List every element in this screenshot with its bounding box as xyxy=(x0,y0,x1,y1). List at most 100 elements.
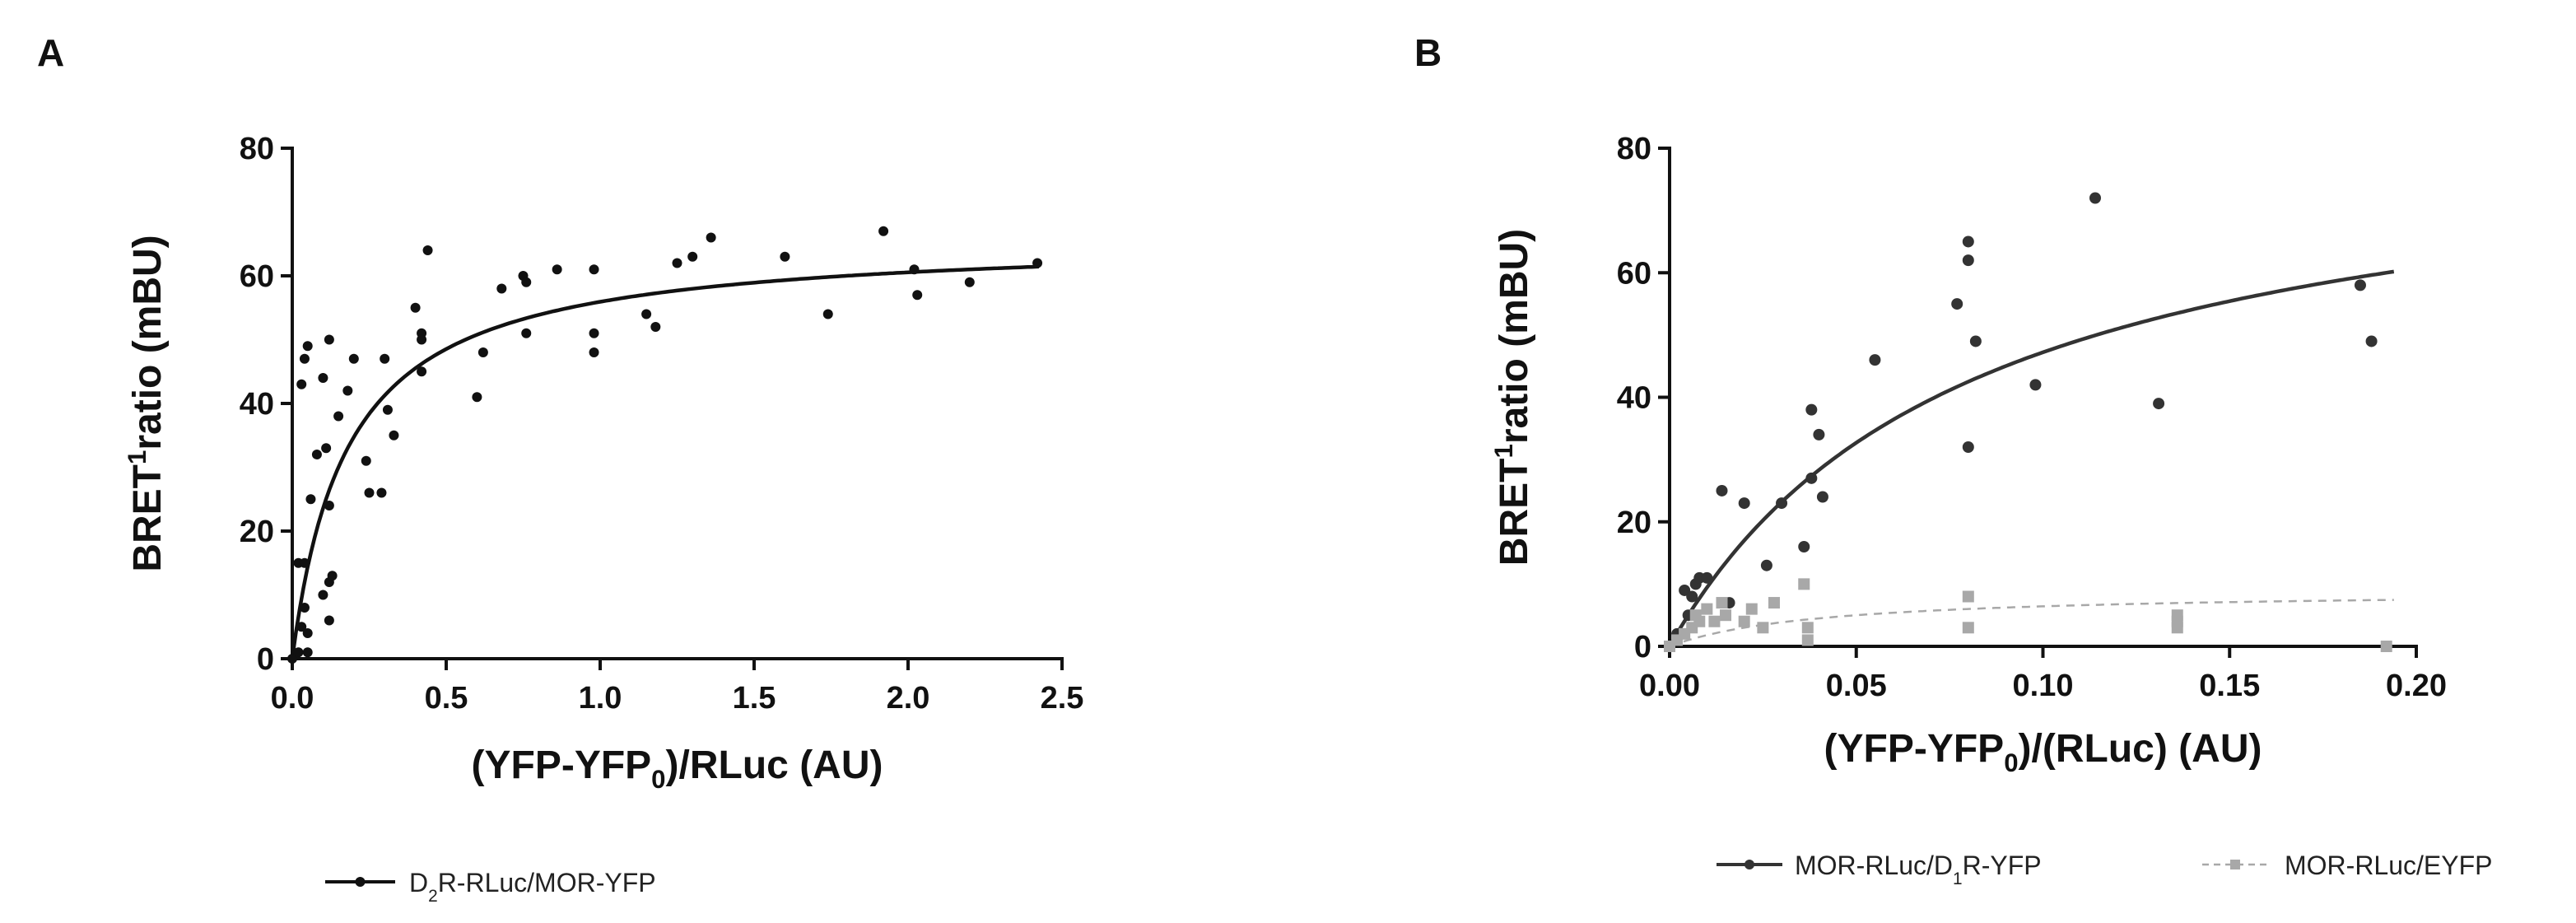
panel-b-x-tick-label: 0.00 xyxy=(1639,669,1700,703)
panel-b-series-2-point xyxy=(1738,615,1750,627)
panel-a-series-1-point xyxy=(342,385,353,396)
panel-a-series-1-point xyxy=(293,647,304,658)
panel-b-y-tick-label: 40 xyxy=(1617,381,1651,416)
panel-a-series-1-point xyxy=(964,277,975,287)
panel-b-series-1-point xyxy=(1816,491,1828,503)
panel-b-series-2-point xyxy=(1962,590,1974,603)
panel-b-series-2-point xyxy=(1708,615,1721,627)
panel-b-series-2-point xyxy=(1768,597,1780,609)
panel-b-series-1-point xyxy=(1969,335,1982,347)
panel-a-series-1-point xyxy=(410,302,421,313)
panel-b-series-1-legend-label: MOR-RLuc/D1R-YFP xyxy=(1795,851,2042,888)
panel-a-series-1-point xyxy=(299,353,310,364)
panel-b-y-axis-title-part-1: BRET xyxy=(1493,459,1536,566)
panel-a-series-1-point xyxy=(909,264,920,275)
panel-a-series-1-point xyxy=(296,622,307,632)
panel-b-series-1-point xyxy=(1951,298,1963,310)
panel-a-series-1-point xyxy=(296,379,307,389)
panel-b-y-axis-title-part-3: ratio (mBU) xyxy=(1493,229,1536,444)
panel-b-series-1-point xyxy=(1962,441,1974,453)
panel-a-series-1-fit-line xyxy=(290,264,1039,660)
panel-a-series-1-point xyxy=(417,334,427,345)
panel-b-x-tick-label: 0.05 xyxy=(1826,669,1887,703)
panel-a-y-tick-label: 0 xyxy=(257,642,274,677)
panel-a-series-1-point xyxy=(324,615,334,626)
panel-b-series-1-point xyxy=(1686,590,1698,603)
panel-a-series-1-point xyxy=(376,487,387,498)
panel-b-series-2-fit-line xyxy=(1669,599,2394,648)
panel-a-series-1-point xyxy=(589,347,599,357)
panel-a-series-1-legend-label-part-1: D xyxy=(409,868,428,897)
panel-b-x-axis-title: (YFP-YFP0)/(RLuc) (AU) xyxy=(1824,727,2262,777)
panel-a-y-axis-title-part-3: ratio (mBU) xyxy=(126,235,170,450)
panel-a-y-axis-title-part-1: BRET xyxy=(126,464,170,572)
panel-a-y-axis-title: BRET1ratio (mBU) xyxy=(123,235,170,571)
panel-a-x-tick-label: 1.5 xyxy=(733,681,776,716)
panel-b-series-1-point xyxy=(2089,192,2101,204)
panel-a-series-1-point xyxy=(589,264,599,275)
panel-a-x-tick-label: 2.0 xyxy=(887,681,930,716)
panel-a-series-1-point xyxy=(302,628,313,638)
panel-b-series-1-point xyxy=(1760,559,1772,571)
panel-a-series-1-point xyxy=(822,309,833,319)
panel-a-x-tick-label: 1.0 xyxy=(579,681,622,716)
panel-a-x-tick-label: 0.0 xyxy=(271,681,314,716)
panel-a-series-1-legend-label-part-2: 2 xyxy=(428,887,438,906)
panel-b-series-1-point xyxy=(2354,279,2366,291)
panel-a-series-1-point xyxy=(382,404,393,415)
panel-b-series-2-point xyxy=(1745,603,1758,615)
panel-a-series-1-point xyxy=(302,341,313,352)
panel-a-series-1-point xyxy=(333,411,344,422)
panel-b-series-1-legend-marker xyxy=(1745,860,1754,869)
panel-a-series-1-point xyxy=(672,258,682,268)
panel-b-y-tick-label: 0 xyxy=(1634,630,1651,664)
panel-b-series-2-point xyxy=(2171,622,2183,634)
panel-a-series-1-point xyxy=(299,603,310,613)
panel-b-series-1-point xyxy=(1962,235,1974,248)
panel-a-series-1-point xyxy=(318,373,328,383)
panel-a-x-tick-label: 2.5 xyxy=(1041,681,1084,716)
panel-b-y-tick-label: 60 xyxy=(1617,256,1651,291)
panel-b-y-tick-label: 80 xyxy=(1617,132,1651,166)
panel-a-series-1-point xyxy=(521,328,532,338)
panel-a-series-1-point xyxy=(521,277,532,287)
panel-a-series-1-point xyxy=(552,264,562,275)
panel-b-series-2-legend-label: MOR-RLuc/EYFP xyxy=(2285,851,2492,880)
panel-b-x-tick-label: 0.20 xyxy=(2386,669,2447,703)
panel-b-x-tick-label: 0.10 xyxy=(2013,669,2074,703)
panel-a-series-1-point xyxy=(650,322,661,332)
panel-b-series-1-point xyxy=(1701,571,1713,584)
panel-a-x-tick-label: 0.5 xyxy=(425,681,468,716)
panel-b-y-axis-title-part-2: 1 xyxy=(1489,444,1518,458)
panel-a-y-tick-label: 40 xyxy=(240,387,274,422)
panel-b-series-1-point xyxy=(1798,541,1810,552)
panel-a-x-axis-title-part-3: )/RLuc (AU) xyxy=(666,744,883,787)
panel-a-series-1-point xyxy=(327,571,338,581)
panel-a-series-1-point xyxy=(417,366,427,377)
panel-a-series-1-point xyxy=(348,353,359,364)
panel-b-series-2-point xyxy=(2380,641,2392,652)
panel-a-series-1-point xyxy=(321,443,332,454)
panel-b-series-2-legend-marker xyxy=(2230,860,2240,869)
panel-a-series-1-point xyxy=(389,430,399,441)
panel-b-x-axis-title-part-1: (YFP-YFP xyxy=(1824,727,2005,771)
panel-b-series-2-point xyxy=(1798,578,1810,590)
panel-a-series-1-legend-marker xyxy=(355,877,366,887)
panel-b-x-axis-title-part-3: )/(RLuc) (AU) xyxy=(2019,727,2262,771)
panel-a-x-axis-title: (YFP-YFP0)/RLuc (AU) xyxy=(472,744,883,794)
panel-b-series-2-point xyxy=(1693,615,1706,627)
panel-b: B0.00 0.05 0.10 0.15 0.20020406080BRET1ratio… xyxy=(1414,31,2492,888)
panel-b-series-1-legend-label-part-2: 1 xyxy=(1953,869,1963,888)
panel-a-y-tick-label: 60 xyxy=(240,259,274,294)
panel-a-series-1-point xyxy=(878,226,889,236)
panel-b-series-1-point xyxy=(1813,428,1825,441)
panel-a-series-1-point xyxy=(1032,258,1043,268)
panel-a-series-1-point xyxy=(780,251,790,262)
panel-b-x-axis-title-part-2: 0 xyxy=(2004,748,2018,777)
panel-b-series-1-point xyxy=(1962,254,1974,267)
panel-a-series-1-point xyxy=(324,501,334,510)
panel-b-series-1-point xyxy=(1869,354,1881,366)
panel-a-y-tick-label: 20 xyxy=(240,515,274,549)
